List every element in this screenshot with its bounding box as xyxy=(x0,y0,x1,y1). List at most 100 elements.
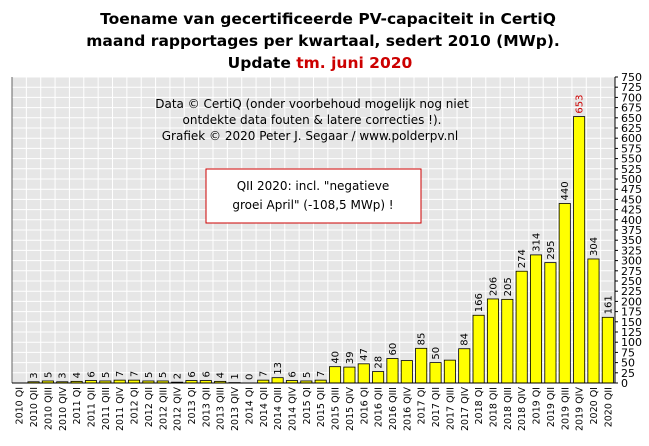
bar xyxy=(473,315,484,383)
data-label: 60 xyxy=(388,343,399,356)
data-label: 84 xyxy=(460,333,471,346)
data-label: 161 xyxy=(603,295,614,314)
bar xyxy=(329,367,340,383)
x-tick-label: 2012 QI xyxy=(130,387,141,424)
x-tick-label: 2016 QI xyxy=(359,387,370,424)
x-tick-label: 2014 QII xyxy=(259,387,270,427)
chart-title-line-2: maand rapportages per kwartaal, sedert 2… xyxy=(86,32,560,50)
x-tick-label: 2014 QIV xyxy=(287,387,298,431)
x-tick-label: 2014 QI xyxy=(244,387,255,424)
x-tick-label: 2017 QIII xyxy=(445,387,456,430)
bar xyxy=(545,263,556,383)
x-tick-label: 2019 QIII xyxy=(560,387,571,430)
note-line-1: QII 2020: incl. "negatieve xyxy=(237,179,390,193)
bar xyxy=(574,117,585,383)
y-axis-ticks: 0255075100125150175200225250275300325350… xyxy=(615,71,642,390)
data-label: 85 xyxy=(417,333,428,346)
data-label: 5 xyxy=(144,372,155,378)
x-tick-label: 2011 QIV xyxy=(115,387,126,431)
x-tick-label: 2016 QII xyxy=(374,387,385,427)
data-label: 6 xyxy=(201,371,212,377)
data-label: 5 xyxy=(43,372,54,378)
x-tick-label: 2010 QIII xyxy=(43,387,54,430)
x-tick-label: 2018 QIV xyxy=(517,387,528,431)
data-label: 6 xyxy=(86,371,97,377)
x-tick-label: 2013 QII xyxy=(201,387,212,427)
data-label: 205 xyxy=(503,277,514,296)
note-border xyxy=(206,169,421,223)
data-label: 440 xyxy=(560,181,571,200)
chart-title-line-1: Toename van gecertificeerde PV-capacitei… xyxy=(100,10,556,28)
x-tick-label: 2017 QIV xyxy=(460,387,471,431)
x-tick-label: 2016 QIV xyxy=(402,387,413,431)
data-label: 206 xyxy=(488,277,499,296)
bar xyxy=(559,203,570,383)
x-tick-label: 2012 QII xyxy=(144,387,155,427)
data-label: 5 xyxy=(158,372,169,378)
x-tick-label: 2018 QIII xyxy=(503,387,514,430)
data-label: 6 xyxy=(287,371,298,377)
data-label: 39 xyxy=(345,351,356,364)
bar xyxy=(516,271,527,383)
bar xyxy=(459,349,470,383)
data-label: 3 xyxy=(29,372,40,378)
x-tick-label: 2015 QI xyxy=(302,387,313,424)
x-tick-label: 2015 QIV xyxy=(345,387,356,431)
bar xyxy=(602,317,613,383)
bar xyxy=(387,359,398,383)
bar xyxy=(588,259,599,383)
bar xyxy=(444,360,455,383)
x-tick-label: 2010 QIV xyxy=(58,387,69,431)
chart-title-line-3: Update tm. juni 2020 xyxy=(228,54,413,72)
data-label: 7 xyxy=(130,371,141,377)
data-label: 295 xyxy=(546,241,557,260)
bar xyxy=(272,378,283,383)
y-tick-label: 750 xyxy=(621,71,642,84)
bar xyxy=(416,348,427,383)
x-tick-label: 2019 QII xyxy=(546,387,557,427)
bar xyxy=(430,363,441,383)
bar xyxy=(487,299,498,383)
x-tick-label: 2019 QI xyxy=(532,387,543,424)
data-label: 314 xyxy=(532,233,543,252)
x-tick-label: 2018 QII xyxy=(488,387,499,427)
x-tick-label: 2015 QII xyxy=(316,387,327,427)
x-tick-label: 2013 QIV xyxy=(230,387,241,431)
x-tick-label: 2015 QIII xyxy=(331,387,342,430)
data-label: 4 xyxy=(216,372,227,378)
x-tick-label: 2010 QII xyxy=(29,387,40,427)
x-tick-label: 2016 QIII xyxy=(388,387,399,430)
data-label: 304 xyxy=(589,237,600,256)
x-tick-label: 2011 QI xyxy=(72,387,83,424)
x-tick-label: 2011 QII xyxy=(86,387,97,427)
bar xyxy=(358,364,369,383)
data-label: 47 xyxy=(359,348,370,361)
x-tick-label: 2019 QIV xyxy=(575,387,586,431)
data-label: 13 xyxy=(273,362,284,375)
x-tick-label: 2012 QIV xyxy=(173,387,184,431)
x-tick-label: 2018 QI xyxy=(474,387,485,424)
bar xyxy=(401,361,412,383)
data-label: 4 xyxy=(72,372,83,378)
x-tick-label: 2020 QI xyxy=(589,387,600,424)
note-line-2: groei April" (-108,5 MWp) ! xyxy=(232,198,393,212)
credit-line-3: Grafiek © 2020 Peter J. Segaar / www.pol… xyxy=(162,129,459,143)
x-tick-label: 2013 QIII xyxy=(216,387,227,430)
x-tick-label: 2013 QI xyxy=(187,387,198,424)
bar xyxy=(530,255,541,383)
data-label: 5 xyxy=(101,372,112,378)
credit-line-1: Data © CertiQ (onder voorbehoud mogelijk… xyxy=(155,97,469,111)
data-label: 5 xyxy=(302,372,313,378)
data-label: 1 xyxy=(230,373,241,379)
data-label: 6 xyxy=(187,371,198,377)
x-tick-label: 2010 QI xyxy=(15,387,26,424)
note-box: QII 2020: incl. "negatieve groei April" … xyxy=(206,169,421,223)
data-label: 3 xyxy=(58,372,69,378)
x-tick-label: 2012 QIII xyxy=(158,387,169,430)
bar xyxy=(344,367,355,383)
x-tick-label: 2020 QII xyxy=(603,387,614,427)
bar xyxy=(502,299,513,383)
